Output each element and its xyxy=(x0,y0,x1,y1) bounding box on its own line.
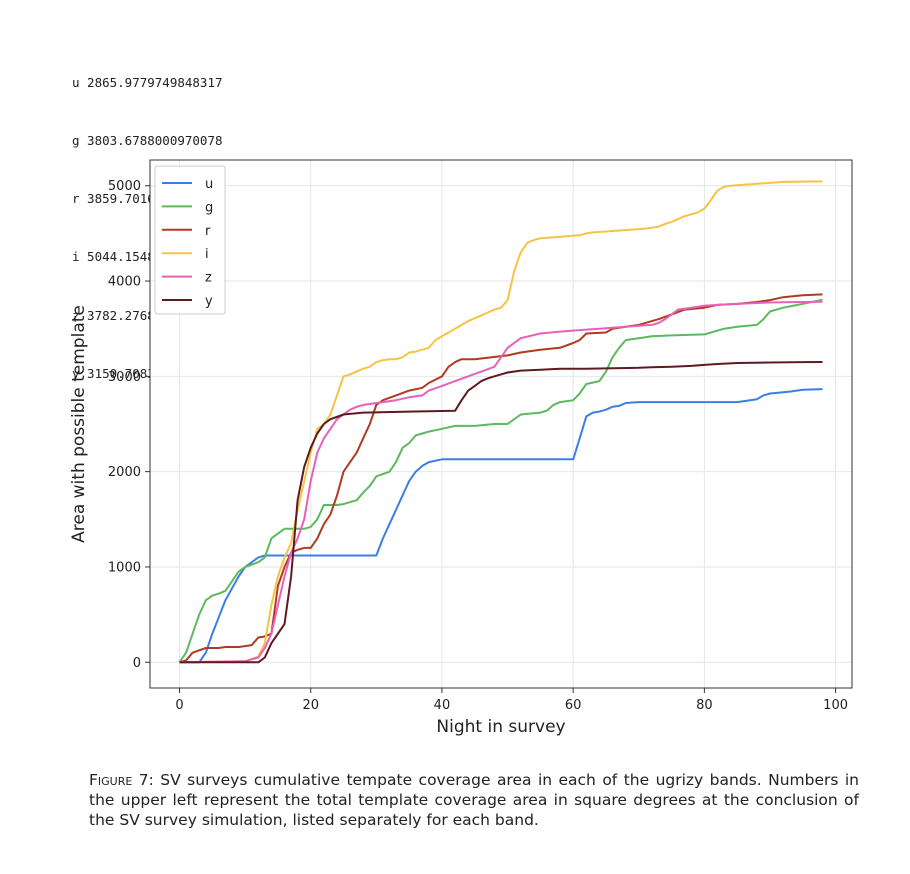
y-tick-label: 3000 xyxy=(108,370,141,385)
plot-frame xyxy=(149,159,853,689)
grid-lines xyxy=(150,160,852,688)
y-tick-label: 2000 xyxy=(108,465,141,480)
legend: ugrizy xyxy=(154,165,226,315)
x-tick-label: 40 xyxy=(434,698,451,713)
y-axis-label: Area with possible template xyxy=(69,305,89,543)
x-tick-label: 60 xyxy=(565,698,582,713)
series-line-z xyxy=(179,300,823,664)
y-tick-label: 5000 xyxy=(108,179,141,194)
legend-label-z: z xyxy=(205,271,212,286)
legend-label-g: g xyxy=(205,200,213,215)
legend-label-i: i xyxy=(205,247,209,262)
caption-text: SV surveys cumulative tempate coverage a… xyxy=(89,771,860,829)
series-line-y xyxy=(179,361,823,664)
series-line-g xyxy=(178,298,823,663)
legend-label-y: y xyxy=(205,294,213,309)
console-line-g: g 3803.6788000970078 xyxy=(72,133,223,149)
series-lines xyxy=(178,180,823,664)
y-tick-label: 0 xyxy=(133,656,141,671)
series-line-r xyxy=(179,293,823,664)
x-tick-label: 100 xyxy=(823,698,848,713)
legend-label-u: u xyxy=(205,177,213,192)
y-tick-label: 4000 xyxy=(108,275,141,290)
legend-frame xyxy=(154,165,226,315)
x-axis-label: Night in survey xyxy=(436,717,565,737)
x-tick-label: 80 xyxy=(696,698,713,713)
x-tick-label: 0 xyxy=(175,698,183,713)
x-tick-label: 20 xyxy=(302,698,319,713)
console-line-u: u 2865.9779749848317 xyxy=(72,74,223,90)
legend-label-r: r xyxy=(205,224,211,239)
caption-label: Figure 7: xyxy=(89,771,154,789)
figure-caption: Figure 7: SV surveys cumulative tempate … xyxy=(89,770,859,830)
y-tick-label: 1000 xyxy=(108,560,141,575)
